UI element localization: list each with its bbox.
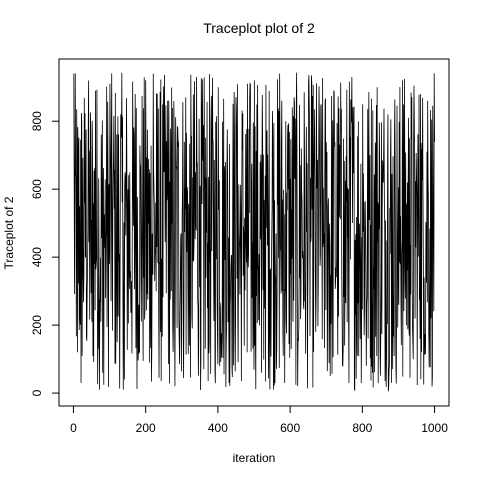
trace-line	[73, 72, 435, 392]
x-tick-label: 1000	[421, 421, 448, 435]
x-axis: 0 200 400 600 800 1000	[70, 405, 448, 435]
y-tick-label: 0	[30, 389, 44, 396]
x-tick-label: 200	[136, 421, 156, 435]
y-tick-label: 600	[30, 179, 44, 199]
x-tick-label: 400	[208, 421, 228, 435]
series-layer	[73, 72, 435, 392]
y-tick-label: 400	[30, 247, 44, 267]
chart-title: Traceplot plot of 2	[203, 20, 315, 36]
y-tick-label: 200	[30, 315, 44, 335]
x-tick-label: 800	[352, 421, 372, 435]
y-tick-label: 800	[30, 111, 44, 131]
x-axis-label: iteration	[233, 451, 276, 465]
y-axis-label: Traceplot of 2	[2, 196, 16, 269]
x-tick-label: 600	[280, 421, 300, 435]
y-axis: 0 200 400 600 800	[30, 111, 60, 396]
x-tick-label: 0	[70, 421, 77, 435]
